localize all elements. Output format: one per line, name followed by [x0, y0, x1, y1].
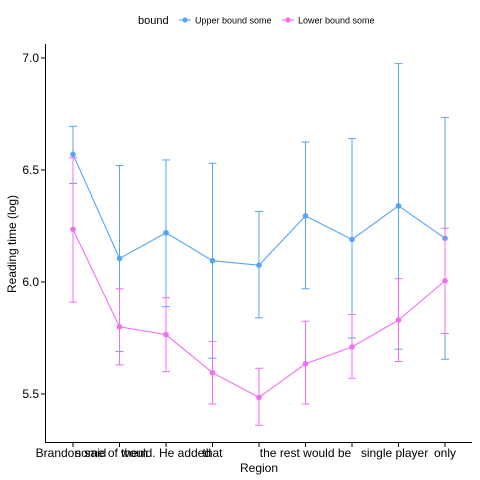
x-axis-title: Region — [240, 461, 278, 475]
legend-title: bound — [138, 15, 169, 27]
data-point-0-4 — [256, 262, 262, 269]
data-point-0-0 — [70, 151, 76, 158]
x-tick-label-6: only — [434, 446, 456, 460]
data-point-1-2 — [163, 331, 169, 338]
data-point-1-6 — [349, 344, 355, 350]
y-tick-label-3: 7.0 — [22, 51, 39, 65]
x-tick-label-5: single player — [361, 446, 428, 460]
data-point-1-0 — [70, 226, 76, 233]
series-0 — [69, 63, 449, 360]
x-tick-label-1: some of them — [75, 446, 148, 460]
legend-label-1: Lower bound some — [298, 16, 375, 26]
x-tick-label-3: that — [202, 446, 223, 460]
data-point-0-5 — [302, 213, 309, 219]
data-point-0-6 — [349, 236, 355, 243]
y-axis-title: Reading time (log) — [5, 195, 19, 293]
data-point-1-4 — [256, 394, 262, 401]
x-tick-label-4: the rest would be — [260, 446, 352, 460]
data-point-0-2 — [163, 229, 169, 236]
legend-label-0: Upper bound some — [195, 16, 272, 26]
data-point-1-7 — [395, 317, 402, 323]
legend-key-dot-0 — [182, 17, 188, 23]
data-point-1-3 — [209, 369, 216, 376]
x-tick-label-2: would. He added — [120, 446, 211, 460]
y-tick-label-1: 6.0 — [22, 275, 39, 289]
data-point-1-5 — [302, 360, 309, 367]
x-tick-label-0: Brandon said — [36, 446, 107, 460]
data-point-0-1 — [116, 255, 123, 262]
y-tick-label-0: 5.5 — [22, 387, 39, 401]
y-tick-label-2: 6.5 — [22, 163, 39, 177]
legend: bound Upper bound some Lower bound some — [138, 15, 375, 27]
data-point-0-3 — [209, 257, 216, 264]
data-point-1-8 — [442, 278, 448, 284]
data-point-0-7 — [395, 203, 402, 209]
plot-area — [69, 63, 449, 426]
legend-key-dot-1 — [285, 17, 291, 23]
series-1 — [69, 157, 449, 426]
data-point-1-1 — [116, 324, 123, 330]
